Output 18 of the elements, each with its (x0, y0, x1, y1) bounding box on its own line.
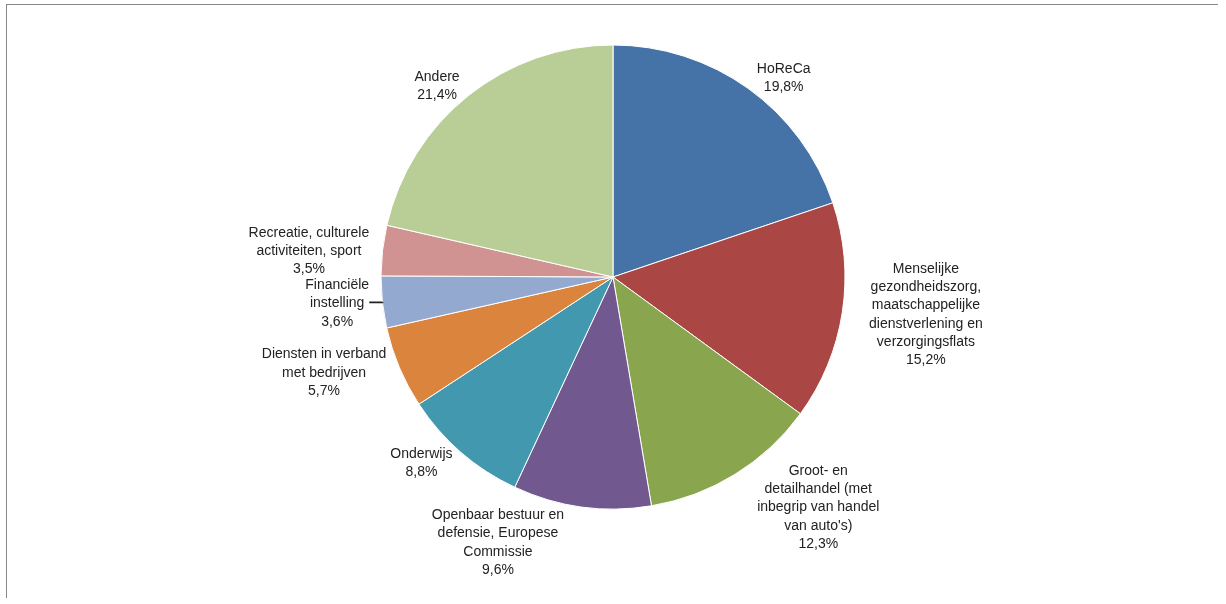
slice-label: Financiële instelling (305, 276, 370, 311)
data-label: 15,2% (906, 350, 946, 367)
data-label: 9,6% (481, 560, 514, 577)
slice-label: Recreatie, culturele activiteiten, sport (248, 223, 370, 259)
slice-label: Andere (414, 68, 460, 85)
slice-label: Menselijke gezondheidszorg, maatschappelijke dienstverlening en verzorgingsflats (869, 259, 983, 349)
data-label: 12,3% (798, 534, 839, 551)
slice-label: Onderwijs (390, 445, 453, 462)
data-label: 3,5% (292, 260, 325, 277)
slice-label: HoReCa (756, 60, 811, 77)
slice-label: Groot- en detailhandel (met inbegrip van handel van auto's) (757, 462, 880, 533)
data-label: 8,8% (405, 463, 438, 480)
slice-label: Openbaar bestuur en defensie, Europese Commissie (431, 506, 565, 559)
data-label: 3,6% (321, 312, 354, 329)
data-label: 19,8% (763, 78, 804, 95)
data-label: 21,4% (417, 86, 457, 103)
slice-label: Diensten in verband met bedrijven (261, 345, 387, 380)
data-label: 5,7% (308, 381, 340, 398)
